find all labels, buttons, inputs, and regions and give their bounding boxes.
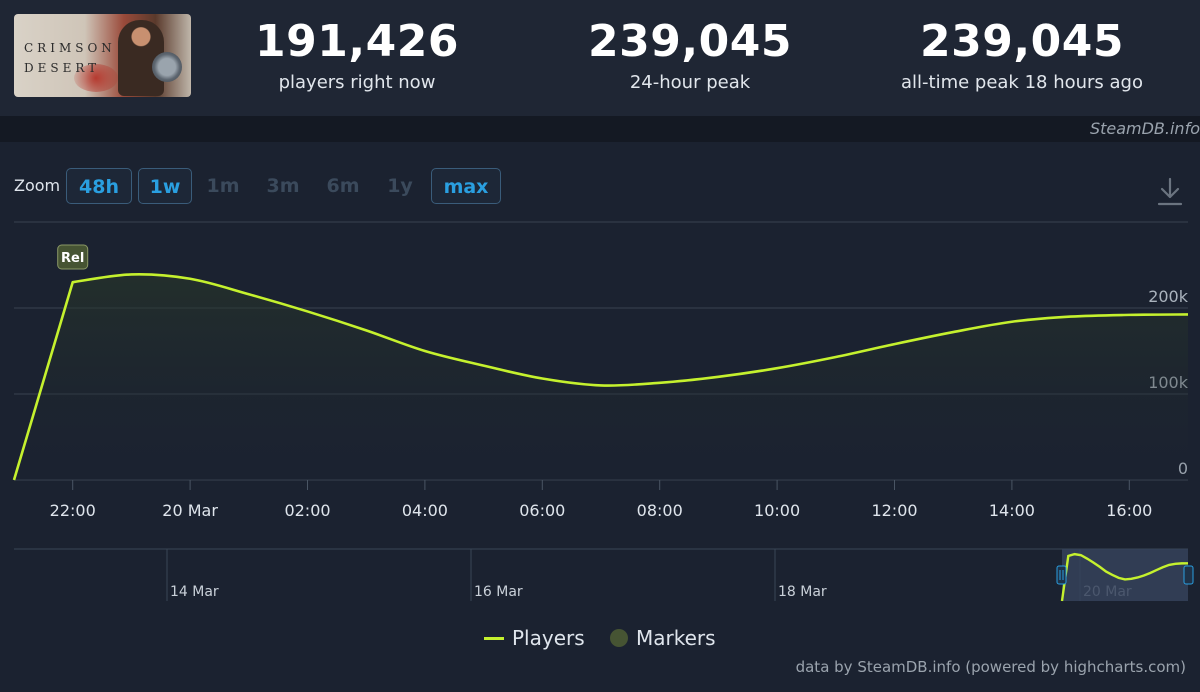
stats-header: CRIMSON DESERT 191,426 players right now… [0, 0, 1200, 116]
24h-peak-label: 24-hour peak [629, 72, 751, 93]
players-series-line[interactable] [12, 273, 1189, 481]
release-marker-badge[interactable] [57, 244, 89, 270]
release-marker-label: Rel [61, 251, 84, 266]
navigator-left-handle[interactable] [1056, 565, 1067, 585]
x-tick-label: 08:00 [637, 501, 683, 520]
current-players-value: 191,426 [255, 16, 459, 67]
legend-item-players[interactable]: Players [484, 624, 585, 652]
all-time-peak-label: all-time peak 18 hours ago [900, 72, 1143, 93]
stat-all-time-peak: 239,045 all-time peak 18 hours ago [872, 14, 1172, 96]
zoom-6m-button[interactable]: 6m [326, 175, 360, 197]
y-tick-label: 200k [1148, 287, 1189, 306]
zoom-label: Zoom [14, 176, 61, 195]
x-tick-label: 02:00 [284, 501, 330, 520]
zoom-max-button[interactable]: max [431, 168, 501, 204]
x-tick-label: 10:00 [754, 501, 800, 520]
current-players-label: players right now [278, 72, 436, 93]
navigator-right-handle[interactable] [1183, 565, 1194, 585]
game-logo-text: CRIMSON DESERT [24, 41, 116, 75]
navigator-label: 16 Mar [474, 584, 523, 600]
game-thumbnail[interactable]: CRIMSON DESERT [14, 14, 191, 97]
legend-players-label: Players [512, 626, 585, 650]
steamdb-credit[interactable]: SteamDB.info [1089, 119, 1200, 138]
x-tick-label: 12:00 [871, 501, 917, 520]
x-tick-label: 04:00 [402, 501, 448, 520]
chart-markers[interactable]: Rel [57, 244, 89, 270]
zoom-48h-button[interactable]: 48h [66, 168, 132, 204]
x-tick-label: 06:00 [519, 501, 565, 520]
thumbnail-art [74, 64, 118, 92]
players-area-fill [14, 274, 1188, 480]
markers-legend-symbol [610, 628, 628, 647]
24h-peak-value: 239,045 [588, 16, 792, 67]
zoom-1y-button[interactable]: 1y [387, 175, 413, 197]
all-time-peak-value: 239,045 [920, 16, 1124, 67]
zoom-1w-button[interactable]: 1w [138, 168, 192, 204]
x-tick-label: 14:00 [989, 501, 1035, 520]
thumbnail-shield [152, 52, 182, 82]
legend-item-markers[interactable]: Markers [610, 624, 716, 652]
stat-current-players: 191,426 players right now [207, 14, 507, 96]
x-tick-label: 22:00 [50, 501, 96, 520]
zoom-3m-button[interactable]: 3m [266, 175, 300, 197]
separator-strip [0, 116, 1200, 142]
navigator-label: 18 Mar [778, 584, 827, 600]
navigator-series-line [1060, 552, 1189, 602]
highcharts-credit[interactable]: data by SteamDB.info (powered by highcha… [795, 658, 1186, 676]
navigator-selected-range[interactable] [1062, 549, 1188, 601]
x-tick-label: 20 Mar [162, 501, 218, 520]
players-legend-symbol [484, 636, 504, 640]
stat-24h-peak: 239,045 24-hour peak [540, 14, 840, 96]
zoom-1m-button[interactable]: 1m [206, 175, 240, 197]
legend-markers-label: Markers [636, 626, 716, 650]
x-axis-labels: 22:00 20 Mar 02:00 04:00 06:00 08:00 10:00 12:0… [50, 480, 1152, 520]
x-tick-label: 16:00 [1106, 501, 1152, 520]
download-icon[interactable] [1156, 176, 1184, 208]
navigator-label: 14 Mar [170, 584, 219, 600]
